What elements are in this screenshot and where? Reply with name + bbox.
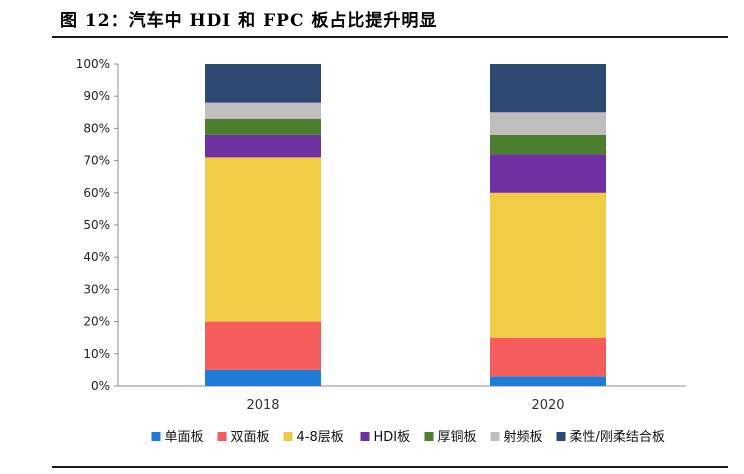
legend-swatch [283,432,293,441]
bar-segment [490,337,606,377]
bar-segment [205,118,321,135]
bar-segment [490,192,606,338]
y-tick-label: 40% [83,250,110,264]
y-tick-label: 80% [83,121,110,135]
bar-segment [490,64,606,113]
bottom-rule [52,466,728,468]
bar-segment [490,112,606,135]
legend-swatch [490,432,500,441]
y-tick-label: 0% [91,379,110,393]
legend-swatch [217,432,227,441]
legend-label: HDI板 [374,430,411,445]
y-tick-label: 90% [83,89,110,103]
bar-segment [490,134,606,155]
figure-title: 图 12：汽车中 HDI 和 FPC 板占比提升明显 [60,11,438,31]
legend-label: 单面板 [165,430,204,445]
bar-segment [490,376,606,386]
y-tick-label: 10% [83,347,110,361]
legend-label: 厚铜板 [438,430,477,445]
legend-swatch [360,432,370,441]
bar-segment [205,157,321,322]
x-category-label: 2018 [246,398,279,413]
y-tick-label: 50% [83,218,110,232]
bar-segment [205,134,321,158]
legend-label: 4-8层板 [297,430,344,445]
legend-label: 双面板 [231,430,270,445]
y-tick-label: 100% [76,57,110,71]
y-tick-label: 70% [83,154,110,168]
bar-segment [205,64,321,103]
legend-swatch [556,432,566,441]
legend-label: 柔性/刚柔结合板 [570,430,665,445]
y-tick-label: 60% [83,186,110,200]
bar-segment [490,154,606,193]
bar-segment [205,321,321,370]
x-category-label: 2020 [531,398,564,413]
legend-swatch [151,432,161,441]
y-tick-label: 30% [83,282,110,296]
y-tick-label: 20% [83,315,110,329]
bar-segment [205,369,321,386]
legend-label: 射频板 [504,429,543,445]
legend-swatch [424,432,434,441]
bar-segment [205,102,321,119]
top-rule [52,36,728,38]
